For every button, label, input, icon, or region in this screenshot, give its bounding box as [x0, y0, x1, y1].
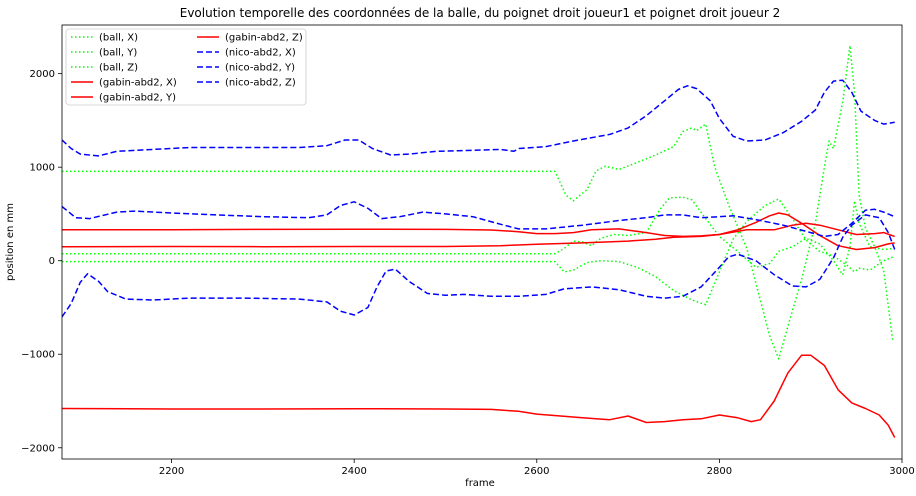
y-axis: −2000 −1000 0 1000 2000 — [21, 69, 62, 454]
legend-label: (gabin-abd2, Z) — [225, 33, 303, 44]
chart-title: Evolution temporelle des coordonnées de … — [180, 6, 781, 20]
series-line-4 — [62, 222, 895, 248]
legend: (ball, X) (ball, Y) (ball, Z) (gabin-abd2, … — [65, 28, 307, 106]
x-tick-label: 2400 — [341, 466, 366, 477]
series-line-5 — [62, 354, 896, 438]
y-axis-title: position en mm — [5, 203, 16, 281]
series-line-8 — [62, 201, 895, 238]
legend-label: (nico-abd2, X) — [225, 48, 296, 59]
series-line-2 — [62, 198, 894, 306]
y-tick-label: −2000 — [21, 443, 55, 454]
x-tick-label: 2200 — [159, 466, 184, 477]
series-line-1 — [62, 196, 893, 276]
plot-frame — [61, 24, 903, 460]
y-tick-label: 2000 — [30, 69, 55, 80]
x-tick-label: 3000 — [889, 466, 914, 477]
legend-label: (ball, Z) — [99, 63, 138, 74]
series-layer — [62, 44, 896, 438]
x-axis-title: frame — [465, 478, 495, 489]
series-line-7 — [62, 214, 896, 318]
x-tick-label: 2600 — [524, 466, 549, 477]
legend-label: (nico-abd2, Z) — [225, 78, 296, 89]
y-tick-label: 0 — [49, 256, 55, 267]
x-axis: 2200 2400 2600 2800 3000 — [159, 459, 915, 477]
legend-box — [65, 28, 307, 106]
y-tick-label: −1000 — [21, 350, 55, 361]
x-tick-label: 2800 — [707, 466, 732, 477]
legend-label: (nico-abd2, Y) — [225, 63, 295, 74]
legend-label: (ball, Y) — [99, 48, 137, 59]
y-tick-label: 1000 — [30, 163, 55, 174]
series-line-6 — [62, 79, 895, 157]
legend-label: (gabin-abd2, Y) — [99, 93, 176, 104]
legend-label: (gabin-abd2, X) — [99, 78, 177, 89]
legend-label: (ball, X) — [99, 33, 138, 44]
